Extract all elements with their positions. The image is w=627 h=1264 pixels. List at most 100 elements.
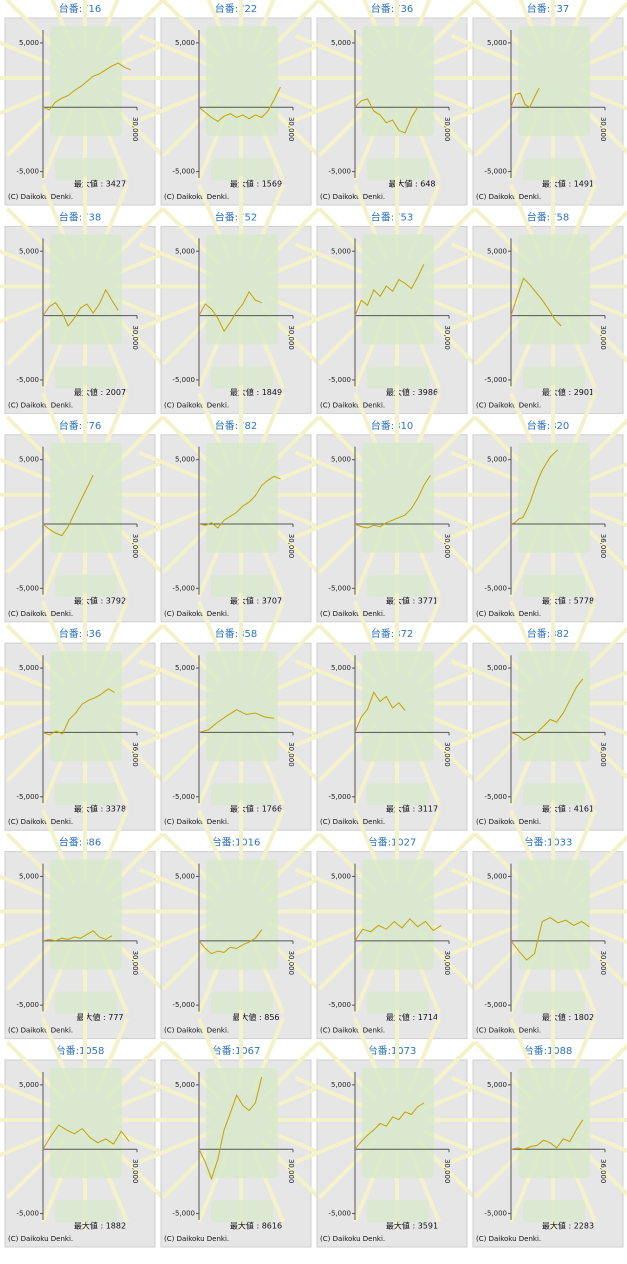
max-value: 最大値 : 5778 bbox=[542, 595, 594, 605]
x-tick-label: 30,000 bbox=[443, 117, 451, 142]
y-tick-label: -5,000 bbox=[172, 376, 195, 384]
copyright: (C) Daikoku Denki. bbox=[8, 610, 73, 618]
bg-ray bbox=[0, 40, 59, 69]
bg-machine bbox=[50, 26, 122, 136]
chart-title: 台番:1067 bbox=[212, 1044, 261, 1057]
y-tick-label: 5,000 bbox=[487, 664, 507, 672]
y-tick-label: 5,000 bbox=[331, 456, 351, 464]
bg-machine bbox=[362, 442, 434, 553]
bg-machine bbox=[50, 234, 122, 345]
max-value: 最大値 : 3707 bbox=[230, 595, 282, 605]
copyright: (C) Daikoku Denki. bbox=[164, 1235, 229, 1243]
bg-machine bbox=[206, 1068, 278, 1178]
bg-ray bbox=[0, 712, 59, 741]
x-tick-label: 30,000 bbox=[443, 742, 451, 767]
x-tick-label: 30,000 bbox=[131, 951, 139, 976]
max-value: 最大値 : 1882 bbox=[74, 1221, 126, 1231]
y-tick-label: -5,000 bbox=[484, 1210, 507, 1218]
max-value: 最大値 : 3427 bbox=[74, 179, 126, 189]
bg-ray bbox=[138, 34, 215, 69]
max-value: 最大値 : 1569 bbox=[230, 179, 282, 189]
bg-ray bbox=[450, 34, 527, 69]
y-tick-label: 5,000 bbox=[19, 872, 39, 880]
chart-title: 台番:737 bbox=[527, 2, 569, 15]
bg-ray bbox=[579, 1087, 627, 1111]
chart-panel: 5,000 -5,000 30,000 最大値 : 648(C) Daikoku De… bbox=[287, 0, 507, 206]
chart-title: 台番:752 bbox=[215, 210, 257, 223]
max-value: 最大値 : 3591 bbox=[386, 1221, 438, 1231]
bg-ray bbox=[0, 665, 59, 694]
data-line bbox=[354, 1102, 425, 1150]
bg-ray bbox=[294, 242, 371, 277]
bg-tray bbox=[367, 783, 429, 806]
copyright: (C) Daikoku Denki. bbox=[164, 610, 229, 618]
y-tick-label: -5,000 bbox=[484, 793, 507, 801]
copyright: (C) Daikoku Denki. bbox=[320, 401, 385, 409]
bg-ray bbox=[579, 87, 627, 111]
y-tick-label: -5,000 bbox=[16, 376, 39, 384]
chart-title: 台番:776 bbox=[59, 419, 101, 432]
bg-tray bbox=[211, 991, 273, 1014]
bg-tray bbox=[211, 158, 273, 180]
chart-title: 台番:782 bbox=[215, 419, 257, 432]
max-value: 最大値 : 1802 bbox=[542, 1012, 594, 1022]
bg-machine bbox=[518, 859, 590, 970]
bg-machine bbox=[50, 442, 122, 553]
y-tick-label: 5,000 bbox=[19, 456, 39, 464]
x-tick-label: 36,000 bbox=[599, 1159, 607, 1184]
bg-machine bbox=[206, 859, 278, 970]
data-line bbox=[42, 62, 131, 111]
data-line bbox=[42, 930, 113, 942]
max-value: 最大値 : 1491 bbox=[542, 179, 594, 189]
y-tick-label: -5,000 bbox=[484, 584, 507, 592]
bg-ray bbox=[450, 87, 527, 122]
x-tick-label: 30,000 bbox=[599, 951, 607, 976]
bg-tray bbox=[55, 158, 117, 180]
y-tick-label: 5,000 bbox=[175, 1081, 195, 1089]
bg-ray bbox=[579, 461, 627, 486]
copyright: (C) Daikoku Denki. bbox=[320, 1027, 385, 1035]
bg-ray bbox=[450, 1076, 527, 1111]
bg-ray bbox=[294, 1076, 371, 1111]
chart-cell: 台番:737 5,000 -5,000 30,000 最大値 : 1491(C) Dai… bbox=[443, 0, 627, 206]
chart-title: 台番:1033 bbox=[524, 836, 573, 849]
data-line bbox=[198, 86, 281, 123]
bg-ray bbox=[450, 712, 527, 748]
bg-ray bbox=[0, 1082, 59, 1111]
y-tick-label: -5,000 bbox=[172, 1001, 195, 1009]
bg-ray bbox=[294, 296, 371, 331]
data-line bbox=[510, 1119, 584, 1150]
y-tick-label: 5,000 bbox=[175, 872, 195, 880]
max-value: 最大値 : 2901 bbox=[542, 387, 594, 397]
bg-machine bbox=[518, 1068, 590, 1178]
y-tick-label: -5,000 bbox=[328, 376, 351, 384]
bg-machine bbox=[362, 859, 434, 970]
x-tick-label: 30,000 bbox=[287, 1159, 295, 1184]
copyright: (C) Daikoku Denki. bbox=[164, 193, 229, 201]
bg-ray bbox=[579, 1129, 627, 1153]
copyright: (C) Daikoku Denki. bbox=[8, 1235, 73, 1243]
bg-tray bbox=[211, 1200, 273, 1222]
copyright: (C) Daikoku Denki. bbox=[476, 1027, 541, 1035]
y-tick-label: -5,000 bbox=[16, 168, 39, 176]
bg-tray bbox=[367, 991, 429, 1014]
bg-machine bbox=[50, 859, 122, 970]
bg-ray bbox=[294, 504, 371, 539]
chart-title: 台番:836 bbox=[59, 627, 101, 640]
chart-panel: 5,000 -5,000 30,000 最大値 : 1491(C) Daikoku D… bbox=[443, 0, 627, 206]
data-line bbox=[354, 98, 419, 134]
chart-title: 台番:736 bbox=[371, 2, 413, 15]
max-value: 最大値 : 4161 bbox=[542, 804, 594, 814]
copyright: (C) Daikoku Denki. bbox=[476, 610, 541, 618]
